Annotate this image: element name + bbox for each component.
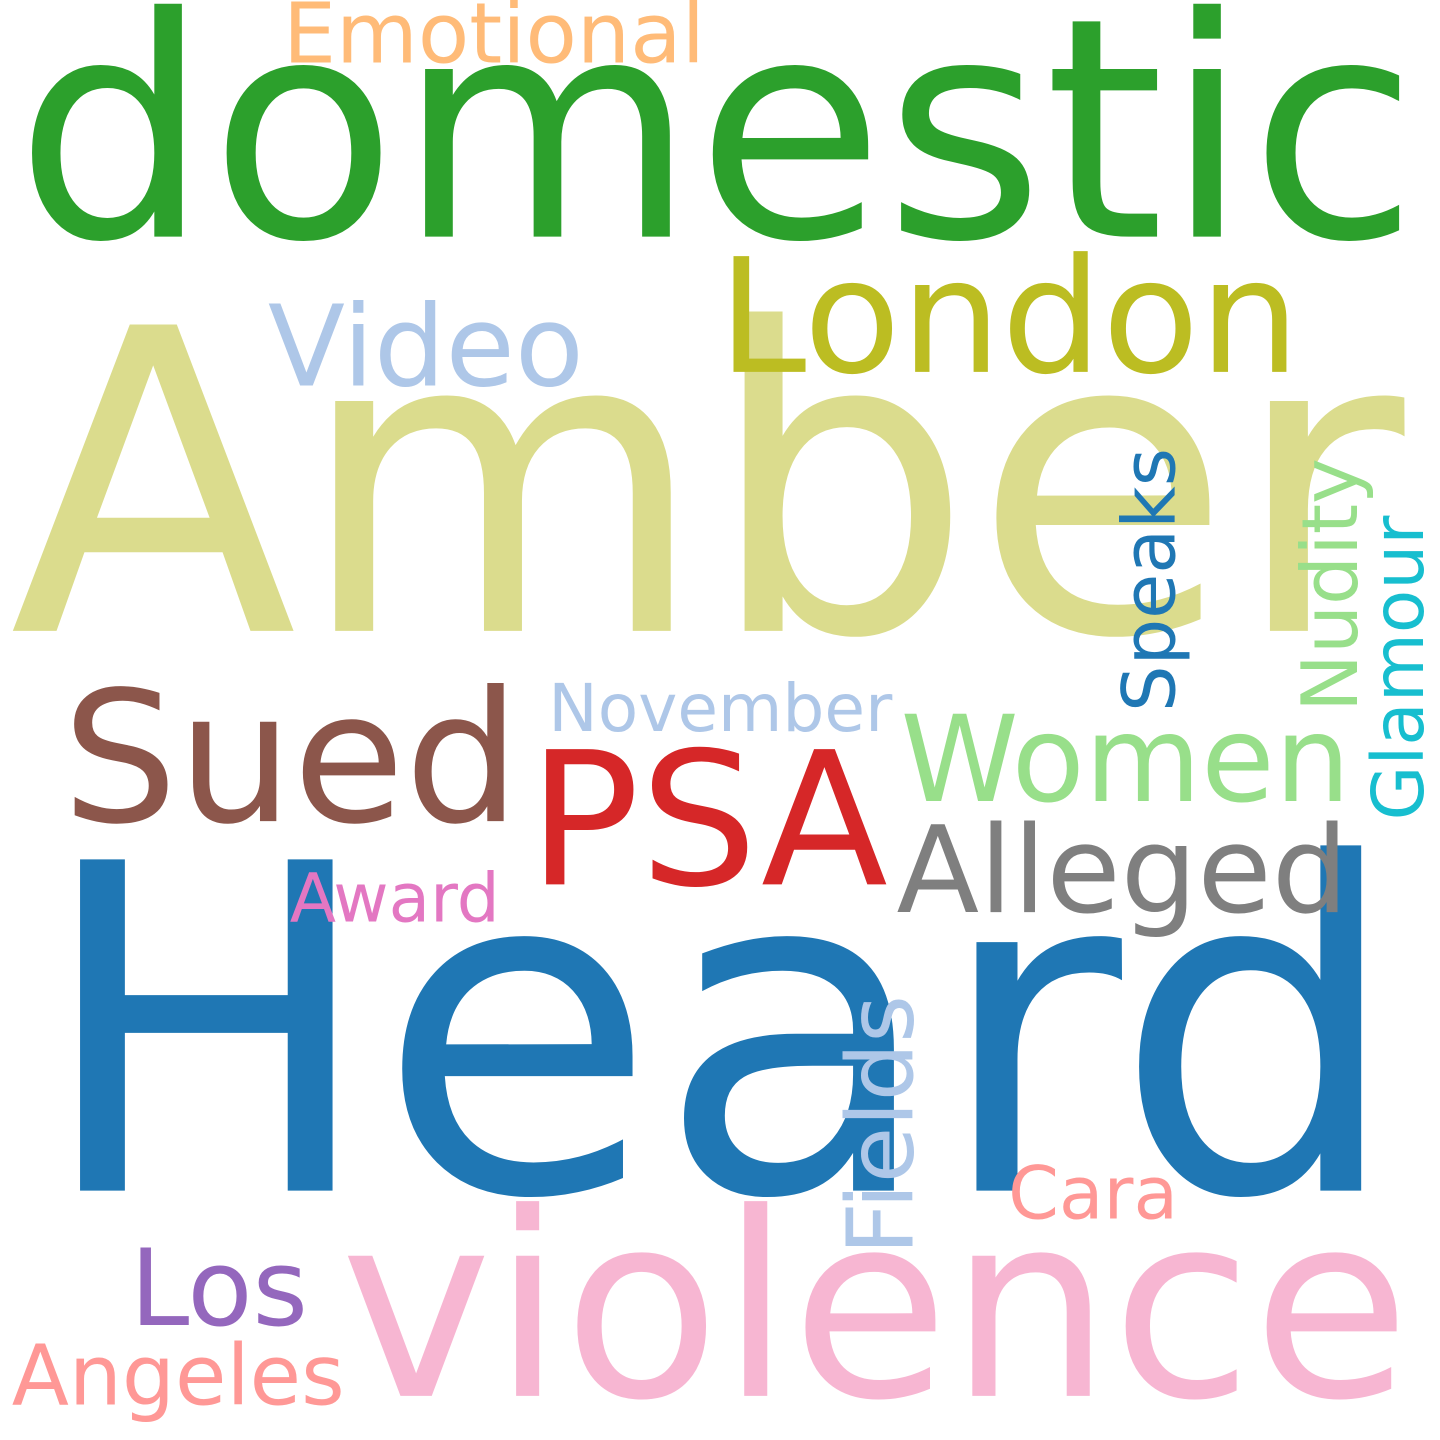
word-cara: Cara (1007, 1151, 1178, 1236)
word-violence: violence (340, 1158, 1410, 1440)
word-emotional: Emotional (283, 0, 705, 84)
word-award: Award (289, 858, 500, 937)
word-london: London (718, 224, 1300, 410)
word-glamour: Glamour (1357, 515, 1440, 820)
word-alleged: Alleged (896, 800, 1348, 942)
word-los: Los (130, 1225, 308, 1350)
word-video: Video (267, 281, 584, 413)
word-psa: PSA (527, 713, 888, 929)
word-angeles: Angeles (11, 1326, 345, 1425)
word-domestic: domestic (14, 0, 1418, 310)
word-amber: Amber (10, 240, 1405, 731)
word-women: Women (900, 691, 1350, 830)
word-heard: Heard (35, 768, 1402, 1298)
word-sued: Sued (62, 652, 520, 865)
word-speaks: Speaks (1106, 448, 1193, 712)
word-fields: Fields (827, 995, 935, 1255)
word-november: November (548, 668, 892, 747)
